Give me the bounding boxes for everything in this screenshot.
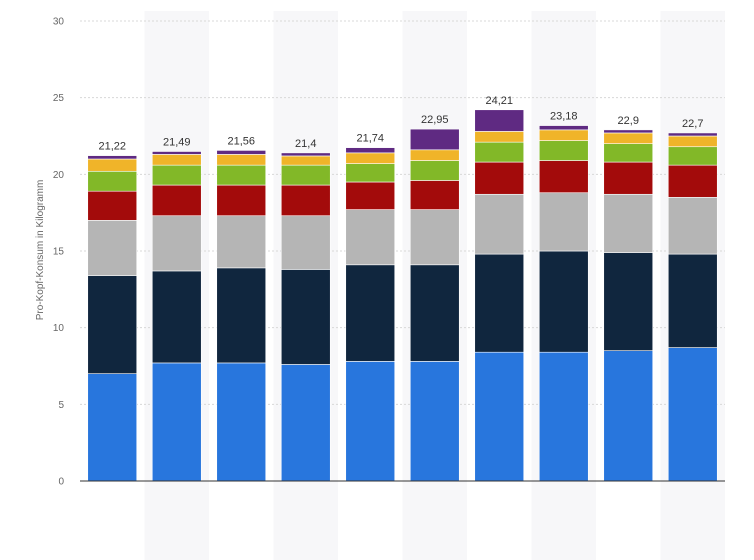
bar-segment[interactable] bbox=[538, 125, 589, 131]
y-tick-label: 20 bbox=[53, 170, 65, 181]
bar-segment[interactable] bbox=[409, 180, 460, 210]
bar-segment[interactable] bbox=[216, 150, 267, 155]
bar-segment[interactable] bbox=[151, 270, 202, 364]
bar-segment[interactable] bbox=[280, 269, 331, 365]
bar-segment[interactable] bbox=[409, 209, 460, 266]
bar-segment[interactable] bbox=[474, 161, 525, 195]
bar-segment[interactable] bbox=[280, 364, 331, 482]
bar-segment[interactable] bbox=[474, 131, 525, 143]
bar-segment[interactable] bbox=[474, 109, 525, 132]
bar-segment[interactable] bbox=[345, 264, 396, 362]
bar-segment[interactable] bbox=[667, 146, 718, 166]
bar-segment[interactable] bbox=[345, 181, 396, 210]
bar-segment[interactable] bbox=[151, 151, 202, 155]
bar-segment[interactable] bbox=[603, 132, 654, 144]
bar-segment[interactable] bbox=[87, 170, 138, 192]
total-label: 21,56 bbox=[227, 135, 255, 147]
total-label: 21,4 bbox=[295, 138, 316, 150]
bar-segment[interactable] bbox=[151, 362, 202, 482]
bar-segment[interactable] bbox=[603, 129, 654, 134]
y-tick-label: 15 bbox=[53, 247, 65, 258]
bar-segment[interactable] bbox=[345, 152, 396, 164]
bar-segment[interactable] bbox=[87, 373, 138, 482]
bar-segment[interactable] bbox=[87, 190, 138, 221]
bar-segment[interactable] bbox=[151, 164, 202, 186]
bar-segment[interactable] bbox=[151, 215, 202, 272]
bar-segment[interactable] bbox=[603, 161, 654, 195]
total-label: 21,74 bbox=[356, 133, 384, 145]
bar-segment[interactable] bbox=[474, 193, 525, 255]
bar-segment[interactable] bbox=[280, 184, 331, 217]
y-tick-label: 10 bbox=[53, 323, 65, 334]
bars bbox=[87, 109, 718, 482]
bar-segment[interactable] bbox=[409, 160, 460, 181]
bar-segment[interactable] bbox=[474, 351, 525, 482]
bar-segment[interactable] bbox=[216, 215, 267, 269]
bar-segment[interactable] bbox=[474, 141, 525, 163]
bar-segment[interactable] bbox=[603, 143, 654, 163]
total-labels: 21,22 21,49 21,56 21,4 21,74 22,95 24,21 23,18 2… bbox=[98, 95, 703, 153]
y-tick-label: 25 bbox=[53, 93, 65, 104]
bar-segment[interactable] bbox=[603, 252, 654, 351]
bar-segment[interactable] bbox=[409, 361, 460, 482]
bar-segment[interactable] bbox=[280, 164, 331, 186]
bar-segment[interactable] bbox=[216, 154, 267, 166]
bar-segment[interactable] bbox=[409, 264, 460, 362]
bar-segment[interactable] bbox=[87, 155, 138, 160]
bar-segment[interactable] bbox=[667, 197, 718, 255]
bar-segment[interactable] bbox=[345, 209, 396, 266]
bar-segment[interactable] bbox=[538, 129, 589, 141]
bar-segment[interactable] bbox=[87, 275, 138, 374]
bar-segment[interactable] bbox=[538, 351, 589, 482]
bar-segment[interactable] bbox=[151, 184, 202, 217]
bar-segment[interactable] bbox=[538, 160, 589, 194]
bar-segment[interactable] bbox=[280, 152, 331, 157]
bar-segment[interactable] bbox=[409, 128, 460, 151]
bar-segment[interactable] bbox=[345, 147, 396, 154]
total-label: 22,7 bbox=[682, 118, 703, 130]
total-label: 21,22 bbox=[98, 141, 126, 153]
bar-segment[interactable] bbox=[216, 362, 267, 482]
y-tick-label: 0 bbox=[58, 477, 64, 488]
y-axis-ticks: 0 5 10 15 20 25 30 bbox=[53, 17, 65, 488]
bar-segment[interactable] bbox=[667, 135, 718, 148]
bar-segment[interactable] bbox=[603, 193, 654, 253]
bar-segment[interactable] bbox=[345, 361, 396, 482]
total-label: 24,21 bbox=[485, 95, 513, 107]
bar-segment[interactable] bbox=[667, 132, 718, 137]
bar-segment[interactable] bbox=[87, 220, 138, 276]
bar-segment[interactable] bbox=[151, 154, 202, 166]
y-tick-label: 30 bbox=[53, 17, 65, 28]
bar-segment[interactable] bbox=[409, 149, 460, 161]
total-label: 23,18 bbox=[550, 111, 578, 123]
bar-segment[interactable] bbox=[667, 347, 718, 482]
bar-segment[interactable] bbox=[603, 350, 654, 482]
bar-segment[interactable] bbox=[216, 267, 267, 364]
bar-segment[interactable] bbox=[538, 192, 589, 252]
bar-segment[interactable] bbox=[538, 250, 589, 353]
bar-segment[interactable] bbox=[345, 163, 396, 183]
bar-segment[interactable] bbox=[474, 253, 525, 353]
bar-segment[interactable] bbox=[538, 140, 589, 161]
bar-segment[interactable] bbox=[280, 155, 331, 166]
total-label: 22,95 bbox=[421, 114, 449, 126]
bar-segment[interactable] bbox=[280, 215, 331, 270]
bar-segment[interactable] bbox=[216, 184, 267, 217]
total-label: 22,9 bbox=[618, 115, 639, 127]
y-axis-label: Pro-Kopf-Konsum in Kilogramm bbox=[35, 180, 46, 321]
y-tick-label: 5 bbox=[58, 400, 64, 411]
bar-segment[interactable] bbox=[216, 164, 267, 186]
bar-segment[interactable] bbox=[667, 253, 718, 348]
total-label: 21,49 bbox=[163, 136, 191, 148]
bar-segment[interactable] bbox=[667, 164, 718, 198]
bar-segment[interactable] bbox=[87, 158, 138, 172]
